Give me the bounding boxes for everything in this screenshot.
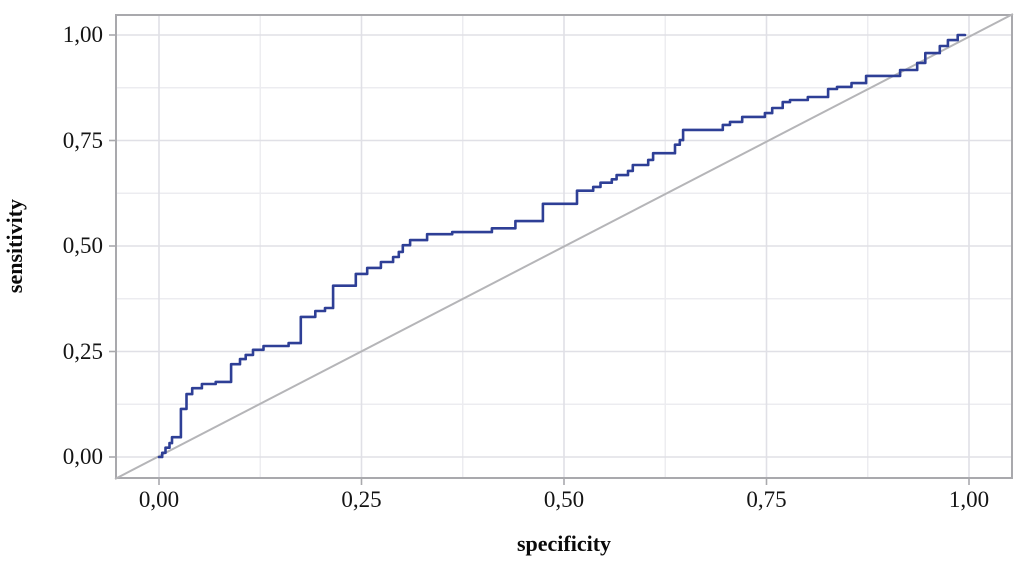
reference-diagonal-line	[114, 13, 1014, 480]
y-tick-label: 0,75	[62, 127, 103, 153]
x-axis-title: specificity	[516, 531, 612, 556]
x-tick-label: 0,25	[341, 487, 382, 512]
roc-curve	[157, 33, 967, 459]
y-tick-label: 1,00	[62, 22, 103, 47]
y-tick-label: 0,50	[62, 233, 103, 258]
x-tick-label: 1,00	[948, 487, 990, 512]
x-tick-label: 0,00	[138, 487, 180, 512]
y-tick-label: 0,25	[62, 338, 103, 364]
x-tick-label: 0,75	[746, 487, 787, 512]
y-tick-label: 0,00	[62, 444, 103, 469]
x-tick-label: 0,50	[543, 487, 585, 512]
panel-border	[115, 14, 1013, 479]
